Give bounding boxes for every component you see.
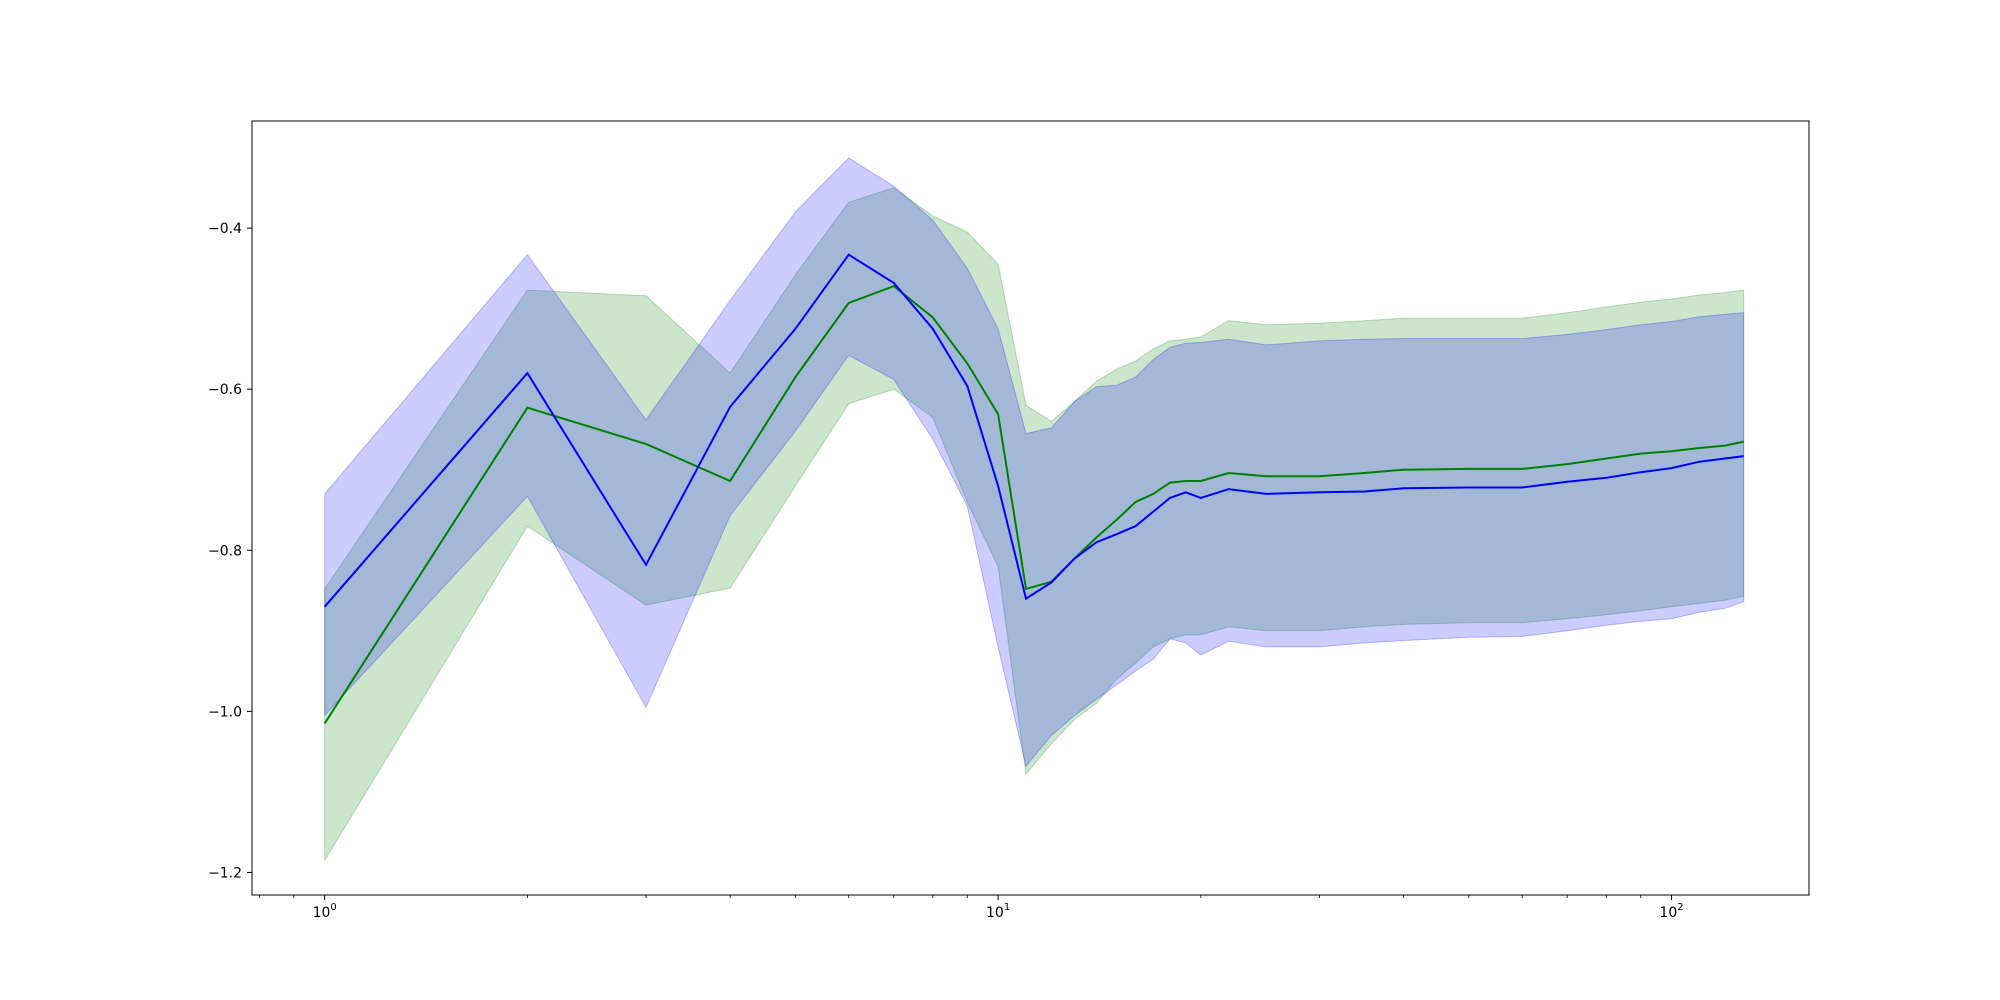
x-tick-label: 100	[313, 902, 337, 921]
y-tick-label: −0.4	[208, 221, 242, 237]
x-tick-label: 102	[1659, 902, 1683, 921]
x-axis: 100 101 102	[259, 895, 1684, 921]
series-2-line	[323, 253, 1744, 608]
y-axis: −1.2 −1.0 −0.8 −0.6 −0.4	[208, 221, 252, 881]
y-tick-label: −1.2	[208, 865, 242, 881]
x-tick-label: 101	[986, 902, 1010, 921]
y-tick-label: −1.0	[208, 704, 242, 720]
series-1-band	[324, 187, 1745, 863]
series-1-line	[323, 284, 1744, 724]
confidence-bands	[324, 157, 1745, 863]
y-tick-label: −0.6	[208, 382, 242, 398]
series-2-band	[324, 157, 1745, 768]
mean-lines	[323, 253, 1744, 724]
plot-frame	[251, 120, 1810, 896]
y-tick-label: −0.8	[208, 543, 242, 559]
